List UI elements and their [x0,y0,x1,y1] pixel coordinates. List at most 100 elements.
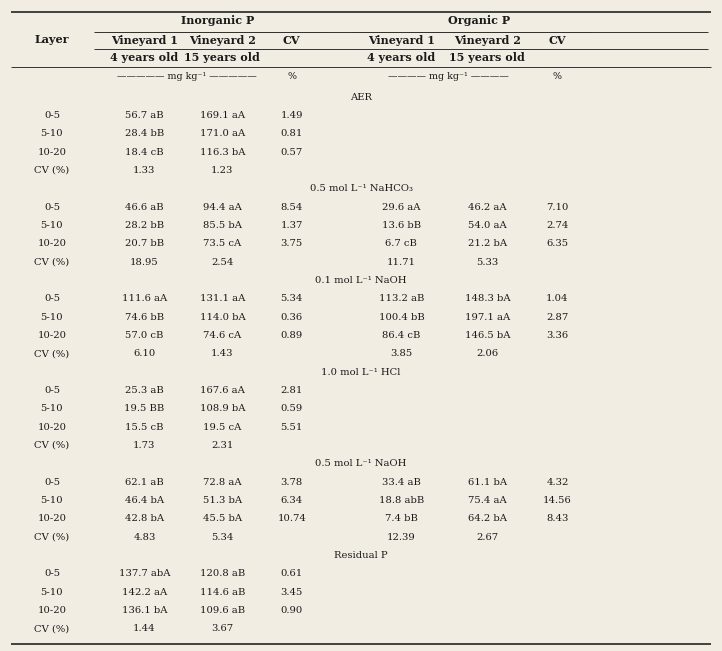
Text: 8.43: 8.43 [547,514,568,523]
Text: 73.5 cA: 73.5 cA [204,240,241,248]
Text: 10-20: 10-20 [38,422,66,432]
Text: 3.75: 3.75 [281,240,303,248]
Text: 14.56: 14.56 [543,496,572,505]
Text: 18.8 abB: 18.8 abB [379,496,424,505]
Text: 5-10: 5-10 [40,312,64,322]
Text: 85.5 bA: 85.5 bA [203,221,242,230]
Text: 20.7 bB: 20.7 bB [125,240,164,248]
Text: 136.1 bA: 136.1 bA [121,606,168,615]
Text: 5-10: 5-10 [40,588,64,596]
Text: 114.6 aB: 114.6 aB [200,588,245,596]
Text: 142.2 aA: 142.2 aA [122,588,167,596]
Text: 8.54: 8.54 [281,202,303,212]
Text: 10.74: 10.74 [277,514,306,523]
Text: 1.49: 1.49 [280,111,303,120]
Text: 4 years old: 4 years old [367,53,435,63]
Text: 2.81: 2.81 [281,386,303,395]
Text: 19.5 BB: 19.5 BB [124,404,165,413]
Text: Organic P: Organic P [448,16,510,26]
Text: 6.10: 6.10 [134,350,155,358]
Text: 10-20: 10-20 [38,606,66,615]
Text: 5.33: 5.33 [477,258,498,266]
Text: 21.2 bA: 21.2 bA [468,240,507,248]
Text: 10-20: 10-20 [38,148,66,156]
Text: 18.95: 18.95 [130,258,159,266]
Text: CV (%): CV (%) [35,441,69,450]
Text: 72.8 aA: 72.8 aA [203,478,242,486]
Text: 61.1 bA: 61.1 bA [468,478,507,486]
Text: 46.6 aB: 46.6 aB [125,202,164,212]
Text: 74.6 cA: 74.6 cA [204,331,241,340]
Text: 5-10: 5-10 [40,496,64,505]
Text: AER: AER [350,92,372,102]
Text: 1.73: 1.73 [134,441,155,450]
Text: Residual P: Residual P [334,551,388,560]
Text: 10-20: 10-20 [38,240,66,248]
Text: 2.31: 2.31 [212,441,233,450]
Text: 28.2 bB: 28.2 bB [125,221,164,230]
Text: 120.8 aB: 120.8 aB [200,570,245,578]
Text: 5-10: 5-10 [40,130,64,138]
Text: Vineyard 1: Vineyard 1 [368,35,435,46]
Text: 1.43: 1.43 [211,350,234,358]
Text: CV (%): CV (%) [35,624,69,633]
Text: 12.39: 12.39 [387,533,416,542]
Text: 2.54: 2.54 [212,258,233,266]
Text: 1.23: 1.23 [212,166,233,175]
Text: 114.0 bA: 114.0 bA [199,312,245,322]
Text: 28.4 bB: 28.4 bB [125,130,164,138]
Text: 74.6 bB: 74.6 bB [125,312,164,322]
Text: 113.2 aB: 113.2 aB [379,294,424,303]
Text: 56.7 aB: 56.7 aB [125,111,164,120]
Text: 86.4 cB: 86.4 cB [382,331,421,340]
Text: 0.36: 0.36 [281,312,303,322]
Text: Vineyard 2: Vineyard 2 [189,35,256,46]
Text: 3.45: 3.45 [281,588,303,596]
Text: 3.85: 3.85 [391,350,412,358]
Text: 15 years old: 15 years old [449,53,526,63]
Text: 1.33: 1.33 [134,166,155,175]
Text: 3.67: 3.67 [212,624,233,633]
Text: 6.7 cB: 6.7 cB [386,240,417,248]
Text: Vineyard 1: Vineyard 1 [111,35,178,46]
Text: %: % [553,72,562,81]
Text: CV (%): CV (%) [35,166,69,175]
Text: 197.1 aA: 197.1 aA [465,312,510,322]
Text: 51.3 bA: 51.3 bA [203,496,242,505]
Text: 10-20: 10-20 [38,331,66,340]
Text: 4 years old: 4 years old [110,53,178,63]
Text: 15.5 cB: 15.5 cB [125,422,164,432]
Text: 2.87: 2.87 [547,312,568,322]
Text: 0.57: 0.57 [281,148,303,156]
Text: 1.44: 1.44 [133,624,156,633]
Text: 7.10: 7.10 [547,202,568,212]
Text: 3.36: 3.36 [547,331,568,340]
Text: 5-10: 5-10 [40,221,64,230]
Text: 109.6 aB: 109.6 aB [200,606,245,615]
Text: 29.6 aA: 29.6 aA [382,202,421,212]
Text: 0-5: 0-5 [44,202,60,212]
Text: 1.0 mol L⁻¹ HCl: 1.0 mol L⁻¹ HCl [321,368,401,376]
Text: 0.61: 0.61 [281,570,303,578]
Text: 46.2 aA: 46.2 aA [468,202,507,212]
Text: ———— mg kg⁻¹ ————: ———— mg kg⁻¹ ———— [388,72,508,81]
Text: 18.4 cB: 18.4 cB [125,148,164,156]
Text: 2.67: 2.67 [477,533,498,542]
Text: CV (%): CV (%) [35,258,69,266]
Text: 19.5 cA: 19.5 cA [203,422,242,432]
Text: Vineyard 2: Vineyard 2 [454,35,521,46]
Text: 6.34: 6.34 [281,496,303,505]
Text: 57.0 cB: 57.0 cB [125,331,164,340]
Text: CV: CV [283,35,300,46]
Text: 4.32: 4.32 [547,478,568,486]
Text: 42.8 bA: 42.8 bA [125,514,164,523]
Text: 2.06: 2.06 [477,350,498,358]
Text: 54.0 aA: 54.0 aA [468,221,507,230]
Text: 25.3 aB: 25.3 aB [125,386,164,395]
Text: 1.04: 1.04 [546,294,569,303]
Text: 5.34: 5.34 [212,533,233,542]
Text: 75.4 aA: 75.4 aA [468,496,507,505]
Text: 1.37: 1.37 [281,221,303,230]
Text: 108.9 bA: 108.9 bA [199,404,245,413]
Text: 0.89: 0.89 [281,331,303,340]
